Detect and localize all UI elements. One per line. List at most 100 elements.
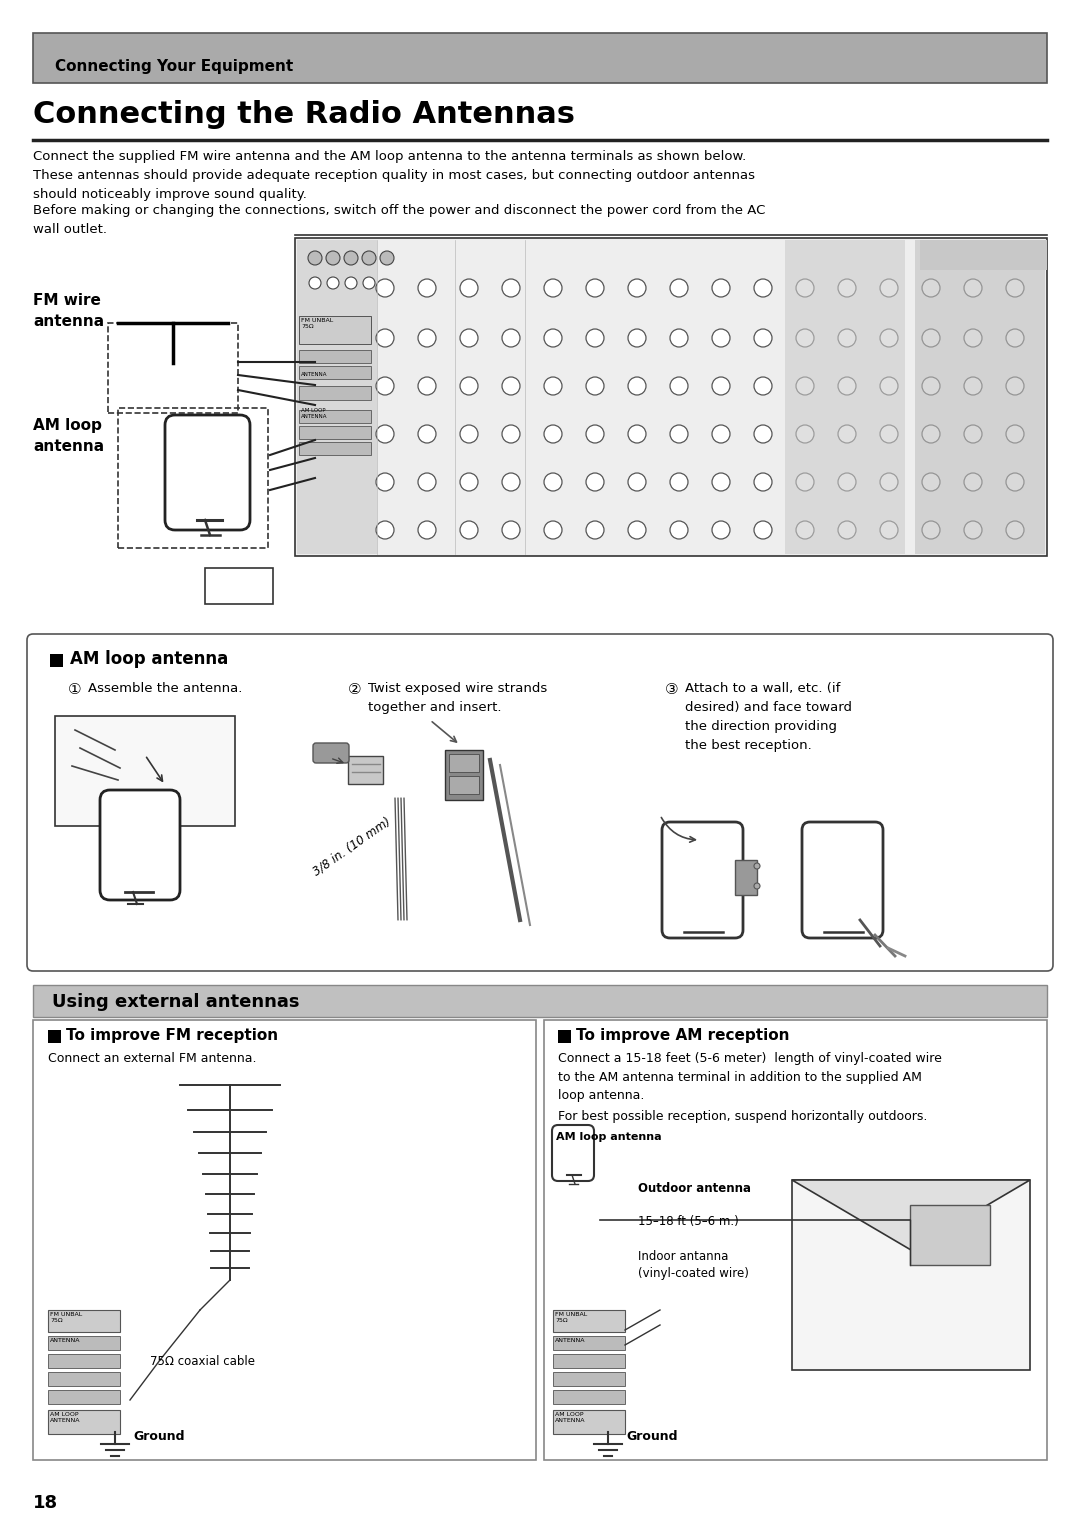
Circle shape [712,279,730,298]
Circle shape [838,330,856,346]
Circle shape [670,426,688,443]
Circle shape [922,473,940,491]
Circle shape [586,377,604,395]
Circle shape [1005,473,1024,491]
Circle shape [754,884,760,890]
Circle shape [502,377,519,395]
Circle shape [460,279,478,298]
Circle shape [754,377,772,395]
Bar [558,1030,571,1042]
Bar [299,316,372,343]
Text: FM UNBAL
75Ω: FM UNBAL 75Ω [555,1312,588,1323]
Text: Ground: Ground [133,1430,185,1444]
Bar [792,1180,1030,1370]
Text: AM loop antenna: AM loop antenna [556,1132,662,1141]
Bar [553,1335,625,1351]
Bar [915,240,1045,554]
Text: AM LOOP
ANTENNA: AM LOOP ANTENNA [301,407,327,418]
Text: FM wire
antenna: FM wire antenna [33,293,104,330]
Circle shape [326,250,340,266]
FancyBboxPatch shape [27,633,1053,971]
Bar [48,1335,120,1351]
Circle shape [712,330,730,346]
Text: To improve FM reception: To improve FM reception [66,1029,279,1042]
FancyBboxPatch shape [552,1125,594,1181]
Circle shape [308,250,322,266]
Bar [48,1030,60,1042]
Circle shape [418,330,436,346]
Bar [445,749,483,800]
Circle shape [922,279,940,298]
Circle shape [964,377,982,395]
Bar [544,1019,1047,1460]
Circle shape [964,426,982,443]
Bar [48,1354,120,1367]
Circle shape [1005,330,1024,346]
Bar [295,238,1047,555]
Circle shape [880,279,897,298]
Circle shape [362,250,376,266]
Bar [48,1309,120,1332]
Circle shape [418,473,436,491]
Circle shape [460,330,478,346]
Text: Indoor antanna
(vinyl-coated wire): Indoor antanna (vinyl-coated wire) [638,1250,748,1280]
Bar [785,240,905,554]
Text: Twist exposed wire strands
together and insert.: Twist exposed wire strands together and … [368,682,548,714]
Text: 15–18 ft (5–6 m.): 15–18 ft (5–6 m.) [638,1215,739,1228]
Bar [735,861,757,896]
Bar [299,366,372,378]
Bar [205,568,273,604]
Circle shape [1005,377,1024,395]
FancyBboxPatch shape [802,823,883,938]
Bar [33,1019,536,1460]
Text: 75Ω coaxial cable: 75Ω coaxial cable [150,1355,255,1367]
Circle shape [754,520,772,539]
Text: ANTENNA: ANTENNA [50,1338,81,1343]
Circle shape [376,473,394,491]
Circle shape [309,278,321,288]
Circle shape [754,473,772,491]
Circle shape [1005,279,1024,298]
Circle shape [376,377,394,395]
Circle shape [838,279,856,298]
Circle shape [838,520,856,539]
Circle shape [796,330,814,346]
Circle shape [838,426,856,443]
Circle shape [544,279,562,298]
Circle shape [586,520,604,539]
Circle shape [460,377,478,395]
Text: 18: 18 [33,1494,58,1512]
Bar [553,1354,625,1367]
FancyBboxPatch shape [313,743,349,763]
Bar [299,386,372,400]
Circle shape [922,330,940,346]
Circle shape [544,377,562,395]
Circle shape [502,520,519,539]
Circle shape [376,426,394,443]
Circle shape [544,520,562,539]
Circle shape [627,377,646,395]
Circle shape [922,426,940,443]
Text: Before making or changing the connections, switch off the power and disconnect t: Before making or changing the connection… [33,204,766,237]
Circle shape [460,426,478,443]
Text: ③: ③ [665,682,678,697]
Circle shape [754,279,772,298]
Bar [55,716,235,826]
FancyBboxPatch shape [100,790,180,900]
Bar [33,639,1047,964]
Circle shape [670,520,688,539]
Circle shape [670,377,688,395]
Bar [299,410,372,423]
FancyBboxPatch shape [662,823,743,938]
Text: ANTENNA: ANTENNA [301,372,327,377]
Circle shape [627,426,646,443]
Circle shape [418,377,436,395]
Circle shape [796,279,814,298]
Bar [48,1410,120,1434]
Circle shape [544,473,562,491]
Text: AM LOOP
ANTENNA: AM LOOP ANTENNA [555,1412,585,1422]
Circle shape [880,330,897,346]
Circle shape [880,473,897,491]
Text: FM UNBAL
75Ω: FM UNBAL 75Ω [50,1312,82,1323]
Circle shape [670,279,688,298]
